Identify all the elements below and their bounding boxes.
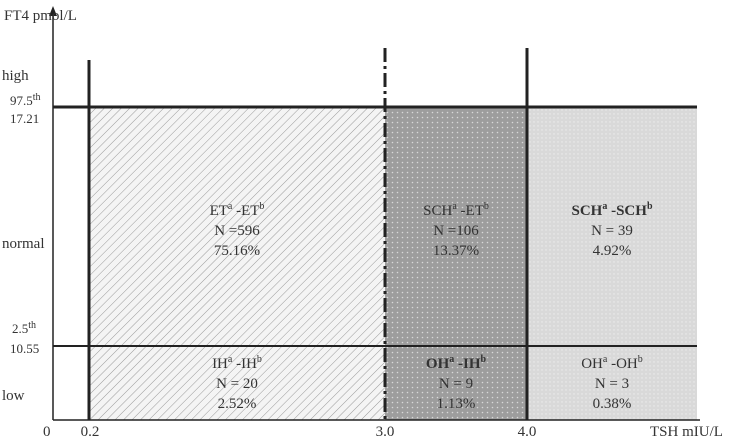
region-label: IHa -IHb N = 20 2.52%	[212, 354, 262, 412]
limit-label: 2.5th	[12, 320, 36, 336]
limit-label: 97.5th	[10, 92, 41, 108]
region-percent: 2.52%	[218, 396, 257, 412]
region-percent: 13.37%	[433, 243, 479, 259]
region-name: ETa -ETb	[210, 201, 265, 219]
origin-label: 0	[43, 424, 51, 440]
region-fill	[89, 107, 385, 346]
y-level-label: normal	[2, 236, 45, 252]
arrow	[49, 6, 57, 16]
region-name-part: -ET	[457, 203, 484, 219]
region-label: SCHa -ETb N =106 13.37%	[423, 201, 489, 259]
superscript: a	[602, 201, 607, 212]
region-name: OHa -IHb	[426, 354, 487, 372]
limit-value: 10.55	[10, 341, 39, 356]
region-fill	[385, 107, 527, 346]
superscript: a	[452, 201, 457, 212]
lines	[49, 6, 700, 421]
region-name-part: -OH	[607, 356, 638, 372]
region-name: OHa -OHb	[581, 354, 643, 372]
limit-value: 17.21	[10, 111, 39, 126]
superscript: a	[603, 354, 608, 365]
region-fill	[527, 107, 697, 346]
superscript: a	[449, 354, 454, 365]
region-percent: 4.92%	[593, 243, 632, 259]
regions-bg	[89, 107, 697, 420]
superscript: b	[484, 201, 489, 212]
region-count: N = 9	[439, 376, 473, 392]
region-name-part: SCH	[572, 203, 603, 219]
limit-percentile: 2.5	[12, 321, 28, 336]
superscript: b	[647, 201, 653, 212]
region-name-part: -ET	[232, 203, 259, 219]
x-tick-label: 3.0	[376, 424, 395, 440]
region-name: SCHa -SCHb	[572, 201, 653, 219]
region-label: SCHa -SCHb N = 39 4.92%	[572, 201, 653, 259]
limit-percentile: 97.5	[10, 93, 33, 108]
superscript: a	[228, 201, 233, 212]
region-percent: 1.13%	[437, 396, 476, 412]
region-name-part: -IH	[232, 356, 257, 372]
region-name-part: -IH	[454, 356, 481, 372]
region-fill	[89, 346, 385, 420]
region-name-part: OH	[426, 356, 450, 372]
region-name-part: SCH	[423, 203, 452, 219]
y-level-label: low	[2, 388, 25, 404]
limit-suffix: th	[28, 320, 36, 331]
region-fill	[385, 346, 527, 420]
region-name-part: OH	[581, 356, 603, 372]
region-name: IHa -IHb	[212, 354, 262, 372]
region-count: N =596	[214, 223, 260, 239]
x-tick-label: 4.0	[518, 424, 537, 440]
region-label: OHa -OHb N = 3 0.38%	[581, 354, 643, 412]
superscript: b	[638, 354, 643, 365]
superscript: b	[481, 354, 487, 365]
superscript: b	[257, 354, 262, 365]
region-label: ETa -ETb N =596 75.16%	[210, 201, 265, 259]
region-percent: 0.38%	[593, 396, 632, 412]
superscript: a	[228, 354, 233, 365]
region-name-part: -SCH	[607, 203, 647, 219]
region-name: SCHa -ETb	[423, 201, 489, 219]
x-tick-label: 0.2	[81, 424, 100, 440]
x-axis-label: TSH mIU/L	[650, 424, 723, 440]
y-level-label: high	[2, 68, 29, 84]
limit-suffix: th	[33, 92, 41, 103]
region-percent: 75.16%	[214, 243, 260, 259]
region-fill	[527, 346, 697, 420]
superscript: b	[259, 201, 264, 212]
region-count: N = 3	[595, 376, 629, 392]
y-axis-label: FT4 pmol/L	[4, 8, 77, 24]
region-count: N = 20	[216, 376, 258, 392]
labels: FT4 pmol/L TSH mIU/L 0 0.2 3.0 4.0 high …	[2, 8, 723, 440]
region-label: OHa -IHb N = 9 1.13%	[426, 354, 487, 412]
region-count: N =106	[433, 223, 479, 239]
region-name-part: IH	[212, 356, 228, 372]
region-name-part: ET	[210, 203, 228, 219]
region-count: N = 39	[591, 223, 633, 239]
